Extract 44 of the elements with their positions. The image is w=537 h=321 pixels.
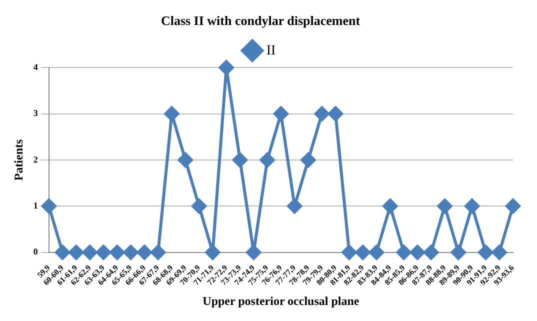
point [478, 244, 494, 260]
point [110, 244, 125, 260]
point [123, 244, 138, 260]
point [218, 60, 234, 76]
point [260, 152, 275, 168]
point [68, 244, 84, 260]
point [424, 244, 439, 260]
y-tick-label: 1 [33, 200, 38, 211]
point [396, 244, 412, 260]
point [300, 152, 316, 168]
point [382, 198, 398, 214]
y-tick-label: 3 [33, 108, 38, 118]
point [287, 198, 302, 214]
point [506, 198, 520, 214]
point [410, 244, 425, 260]
point [164, 106, 180, 122]
point [273, 106, 288, 122]
legend-label: II [266, 43, 276, 58]
point [192, 198, 207, 214]
point [55, 244, 70, 260]
chart-title: Class II with condylar displacement [160, 13, 361, 28]
point [246, 244, 262, 260]
point [150, 244, 166, 260]
point [492, 244, 507, 260]
point [328, 106, 344, 122]
y-tick-label: 4 [33, 62, 38, 72]
point [369, 244, 384, 260]
point [136, 244, 152, 260]
point [355, 244, 370, 260]
point [82, 244, 98, 260]
point [232, 152, 248, 168]
y-tick-label: 0 [33, 246, 38, 257]
point [314, 106, 330, 122]
x-axis-title: Upper posterior occlusal plane [202, 294, 360, 308]
point [464, 198, 480, 214]
point [41, 198, 56, 214]
point [178, 152, 193, 168]
point [342, 244, 357, 260]
point [96, 244, 111, 260]
y-tick-label: 2 [33, 154, 38, 164]
point [450, 244, 466, 260]
y-axis-title: Patients [11, 138, 26, 181]
point [205, 244, 220, 260]
point [437, 198, 452, 214]
